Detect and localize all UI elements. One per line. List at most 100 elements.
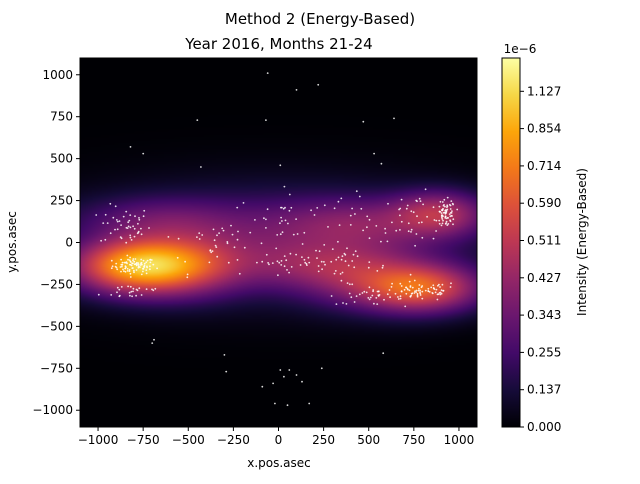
scatter-point: [432, 284, 435, 287]
scatter-point: [109, 232, 112, 235]
scatter-point: [129, 272, 132, 275]
scatter-point: [351, 283, 354, 286]
scatter-point: [383, 298, 385, 301]
scatter-point: [435, 230, 437, 232]
scatter-point: [280, 260, 283, 262]
scatter-point: [120, 286, 123, 288]
scatter-point: [393, 117, 395, 120]
scatter-point: [274, 402, 276, 405]
scatter-point: [288, 193, 291, 196]
scatter-point: [428, 291, 431, 293]
scatter-point: [116, 268, 119, 271]
colorbar-tick-label: 0.427: [527, 271, 561, 285]
scatter-point: [321, 268, 323, 271]
scatter-point: [317, 265, 320, 267]
scatter-point: [265, 253, 268, 256]
x-tick-label: 250: [312, 433, 335, 447]
scatter-point: [451, 210, 453, 213]
scatter-point: [369, 296, 372, 299]
scatter-point: [421, 297, 424, 300]
heatmap-image: [80, 58, 477, 427]
scatter-point: [317, 83, 320, 86]
scatter-point: [152, 263, 155, 266]
scatter-point: [438, 222, 441, 225]
scatter-point: [125, 241, 128, 244]
y-tick-label: −1000: [32, 403, 73, 417]
scatter-point: [132, 259, 134, 262]
scatter-point: [135, 269, 138, 271]
scatter-point: [154, 287, 157, 290]
scatter-point: [111, 265, 114, 268]
scatter-point: [398, 208, 400, 211]
scatter-point: [303, 258, 306, 261]
scatter-point: [128, 291, 131, 294]
colorbar-tick-label: 0.255: [527, 345, 561, 359]
scatter-point: [127, 285, 129, 288]
scatter-point: [133, 263, 136, 266]
scatter-point: [283, 185, 286, 188]
scatter-point: [263, 217, 265, 220]
scatter-point: [124, 270, 127, 273]
y-tick-label: −750: [40, 361, 73, 375]
scatter-point: [133, 235, 136, 238]
scatter-point: [256, 261, 258, 264]
scatter-point: [419, 289, 421, 292]
colorbar-tick-label: 0.343: [527, 308, 561, 322]
scatter-point: [129, 256, 132, 259]
scatter-point: [128, 219, 131, 222]
scatter-point: [400, 285, 403, 287]
scatter-point: [140, 258, 143, 261]
scatter-point: [399, 295, 402, 298]
scatter-point: [301, 256, 303, 258]
scatter-point: [422, 203, 424, 206]
colorbar-tick-label: 0.854: [527, 122, 561, 136]
scatter-point: [209, 249, 212, 252]
scatter-point: [134, 215, 136, 218]
scatter-point: [153, 338, 155, 341]
scatter-point: [266, 72, 269, 74]
scatter-point: [129, 285, 132, 288]
scatter-point: [420, 221, 423, 224]
scatter-point: [200, 166, 202, 168]
scatter-point: [276, 234, 279, 236]
scatter-point: [301, 243, 304, 245]
scatter-point: [295, 218, 297, 221]
scatter-point: [381, 266, 384, 269]
scatter-point: [288, 209, 291, 212]
scatter-point: [400, 290, 403, 292]
scatter-point: [283, 375, 285, 378]
scatter-point: [238, 272, 241, 275]
scatter-point: [134, 258, 137, 260]
scatter-point: [438, 210, 441, 213]
scatter-point: [126, 267, 129, 270]
colorbar-tick-label: 0.511: [527, 234, 561, 248]
scatter-point: [138, 217, 140, 219]
scatter-point: [411, 286, 414, 289]
scatter-point: [129, 214, 132, 217]
scatter-point: [341, 271, 344, 274]
scatter-point: [128, 259, 131, 261]
scatter-point: [348, 283, 351, 286]
scatter-point: [128, 270, 131, 273]
scatter-point: [280, 216, 282, 219]
scatter-point: [186, 273, 189, 276]
scatter-point: [418, 221, 420, 224]
scatter-point: [399, 214, 401, 217]
scatter-point: [372, 289, 375, 291]
scatter-point: [410, 228, 413, 231]
scatter-point: [128, 268, 131, 271]
scatter-point: [434, 291, 437, 294]
scatter-point: [380, 240, 382, 243]
colorbar-tick-label: 0.000: [527, 420, 561, 434]
scatter-point: [382, 264, 384, 267]
scatter-point: [416, 215, 418, 218]
scatter-point: [261, 260, 264, 263]
scatter-point: [397, 298, 400, 300]
scatter-point: [277, 274, 279, 277]
scatter-point: [340, 258, 343, 261]
scatter-point: [212, 228, 215, 231]
scatter-point: [344, 260, 347, 263]
scatter-point: [227, 261, 230, 264]
scatter-point: [444, 223, 447, 225]
scatter-point: [280, 264, 283, 266]
